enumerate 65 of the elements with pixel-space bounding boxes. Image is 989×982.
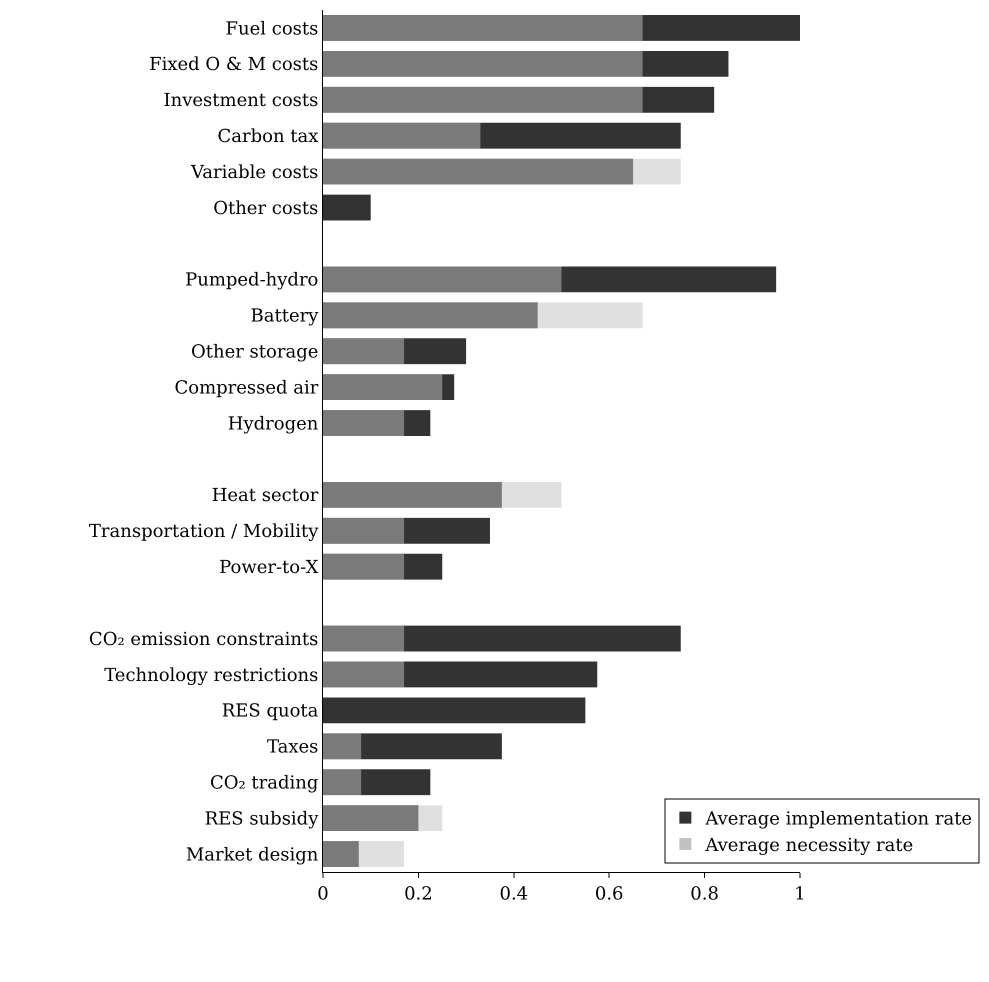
bar xyxy=(323,769,362,796)
bar xyxy=(323,518,404,544)
x-tick-label: 0.8 xyxy=(690,884,719,905)
bar xyxy=(323,733,362,760)
bar xyxy=(323,302,538,328)
bar xyxy=(323,554,442,580)
bar xyxy=(323,266,562,292)
bar xyxy=(323,338,466,364)
y-tick-label: Transportation / Mobility xyxy=(88,521,320,542)
bar xyxy=(323,805,418,832)
bar xyxy=(323,302,643,328)
y-tick-label: Battery xyxy=(250,306,320,327)
y-tick-label: Other costs xyxy=(213,198,318,219)
x-tick-label: 0 xyxy=(317,884,329,905)
bar xyxy=(323,86,714,113)
bar xyxy=(323,518,490,544)
x-tick-label: 0.6 xyxy=(594,884,624,905)
y-tick-label: RES subsidy xyxy=(204,808,320,830)
y-tick-label: CO₂ trading xyxy=(210,772,318,794)
x-tick-label: 1 xyxy=(794,884,806,905)
bar xyxy=(323,841,404,867)
bar xyxy=(323,15,643,41)
bar xyxy=(323,482,562,508)
y-tick-label: Power-to-X xyxy=(219,557,319,578)
y-tick-label: Other storage xyxy=(191,342,318,363)
bar xyxy=(323,410,430,436)
y-tick-label: Technology restrictions xyxy=(104,664,318,686)
bar xyxy=(323,662,404,688)
legend-label: Average implementation rate xyxy=(704,808,972,830)
y-tick-label: Market design xyxy=(186,844,319,866)
bar xyxy=(323,122,681,149)
y-tick-label: Taxes xyxy=(267,736,318,758)
bar xyxy=(323,266,776,292)
y-tick-label: Compressed air xyxy=(174,377,319,398)
bar xyxy=(323,769,430,796)
bar xyxy=(323,662,598,688)
bar xyxy=(323,805,442,832)
legend-label: Average necessity rate xyxy=(704,835,914,856)
bar xyxy=(323,410,404,436)
bar xyxy=(323,482,502,508)
y-tick-label: Investment costs xyxy=(164,90,318,112)
x-tick-label: 0.4 xyxy=(499,884,528,905)
y-tick-label: Fixed O & M costs xyxy=(149,54,318,76)
x-tick-label: 0.2 xyxy=(404,884,433,905)
bar xyxy=(323,626,404,652)
y-tick-label: CO₂ emission constraints xyxy=(88,628,318,650)
bar xyxy=(323,626,681,652)
y-tick-label: RES quota xyxy=(222,700,319,722)
y-tick-label: Variable costs xyxy=(190,162,318,183)
bar xyxy=(323,122,480,149)
bar xyxy=(323,15,800,41)
y-tick-label: Heat sector xyxy=(212,485,319,506)
y-tick-label: Carbon tax xyxy=(217,126,318,148)
bar xyxy=(323,338,404,364)
bar xyxy=(323,194,371,220)
bar xyxy=(323,86,643,113)
bar xyxy=(323,697,586,724)
bar xyxy=(323,733,502,760)
y-tick-label: Hydrogen xyxy=(228,413,319,434)
bar xyxy=(323,50,643,77)
y-tick-label: Pumped-hydro xyxy=(185,270,318,291)
bar xyxy=(323,50,728,77)
y-tick-label: Fuel costs xyxy=(226,18,318,40)
bar xyxy=(323,554,404,580)
bar xyxy=(323,841,359,867)
